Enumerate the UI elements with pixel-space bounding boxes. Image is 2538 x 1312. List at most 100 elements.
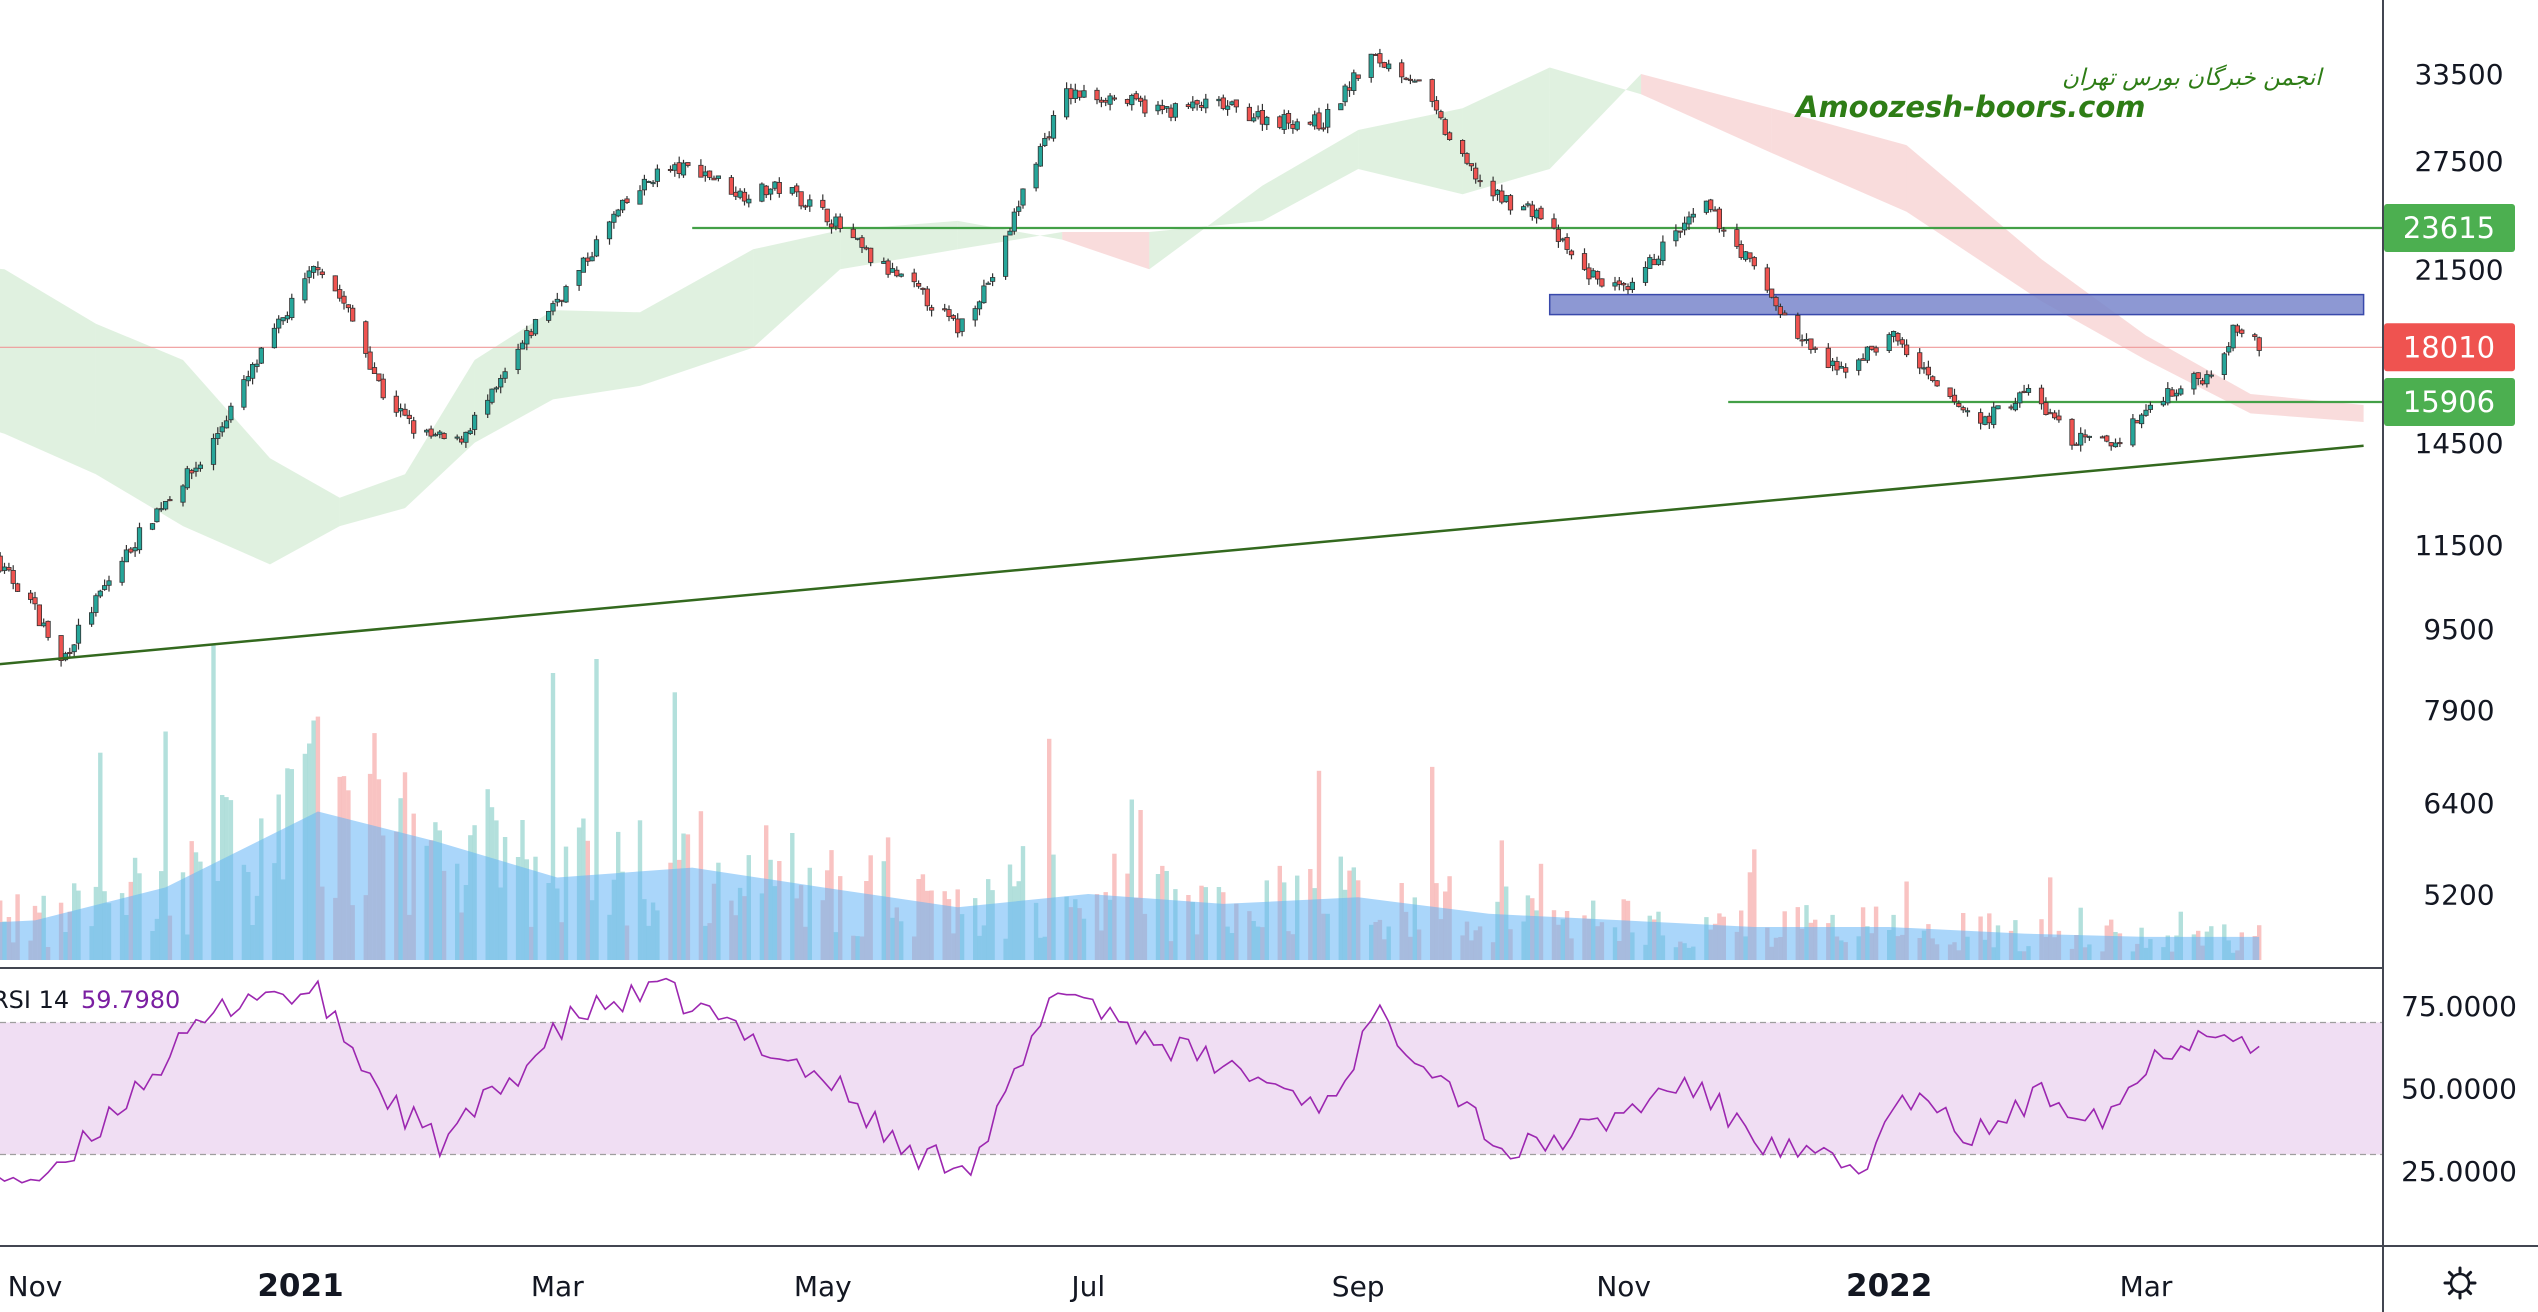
candle-body bbox=[1934, 380, 1940, 387]
candle-body bbox=[223, 420, 230, 429]
candle-body bbox=[515, 348, 521, 370]
candle-body bbox=[2204, 374, 2210, 385]
candle-body bbox=[1560, 238, 1566, 241]
candle-body bbox=[976, 301, 983, 310]
candle-body bbox=[1072, 89, 1078, 99]
candle-body bbox=[990, 277, 996, 282]
candle-body bbox=[1098, 99, 1104, 103]
rsi-band-fill bbox=[0, 1022, 2383, 1155]
candle-body bbox=[1860, 358, 1866, 361]
candle-body bbox=[1743, 251, 1749, 260]
candle-body bbox=[1734, 229, 1740, 247]
candle-body bbox=[1930, 376, 1936, 382]
candle-body bbox=[1429, 79, 1435, 102]
candle-body bbox=[1751, 257, 1757, 267]
cloud-segment bbox=[474, 310, 553, 443]
price-axis[interactable]: 33500 27500 21500 14500 11500 9500 7900 6400 520… bbox=[2414, 58, 2503, 911]
cloud-segment bbox=[1358, 108, 1463, 195]
candle-body bbox=[1316, 112, 1322, 130]
candle-body bbox=[210, 437, 217, 465]
candle-body bbox=[1621, 282, 1627, 286]
candle-body bbox=[1864, 346, 1870, 361]
candle-body bbox=[1194, 100, 1200, 105]
candle-body bbox=[1133, 93, 1139, 100]
candle-body bbox=[2073, 443, 2079, 446]
candle-body bbox=[1534, 209, 1540, 219]
settings-icon[interactable] bbox=[2443, 1266, 2477, 1300]
candle-body bbox=[1769, 288, 1775, 298]
volume-bar bbox=[2178, 911, 2183, 960]
time-axis[interactable]: Nov 2021 Mar May Jul Sep Nov 2022 Mar bbox=[8, 1268, 2173, 1304]
candle-body bbox=[2138, 414, 2145, 425]
candle-body bbox=[1216, 98, 1222, 102]
candle-body bbox=[1203, 98, 1209, 109]
time-tick-label: Jul bbox=[1069, 1270, 1105, 1303]
ascending-trendline[interactable] bbox=[0, 444, 2364, 668]
candle-body bbox=[711, 177, 717, 181]
candle-body bbox=[332, 275, 338, 292]
candle-body bbox=[1081, 90, 1087, 98]
candle-body bbox=[428, 428, 434, 437]
candle-body bbox=[2082, 434, 2088, 438]
volume-bar bbox=[550, 673, 556, 960]
candle-body bbox=[1525, 203, 1531, 206]
cloud-segment bbox=[1549, 67, 1642, 169]
candle-body bbox=[1529, 204, 1535, 217]
candle-body bbox=[1094, 89, 1100, 101]
candle-body bbox=[611, 213, 617, 223]
candle-body bbox=[2226, 346, 2232, 353]
candle-body bbox=[759, 183, 765, 202]
candle-body bbox=[1986, 415, 1992, 424]
candle-body bbox=[350, 307, 356, 322]
candle-body bbox=[1277, 116, 1283, 128]
volume-bar bbox=[2078, 907, 2083, 960]
candle-body bbox=[1403, 77, 1409, 80]
candle-body bbox=[1220, 97, 1226, 109]
candle-body bbox=[1886, 334, 1892, 352]
rsi-band bbox=[0, 1021, 2383, 1156]
candle-body bbox=[154, 508, 160, 523]
candle-body bbox=[106, 580, 112, 586]
candle-body bbox=[646, 180, 652, 183]
candle-body bbox=[1803, 338, 1810, 341]
candle-body bbox=[1259, 110, 1265, 125]
candle-body bbox=[676, 162, 682, 174]
candle-body bbox=[1285, 113, 1292, 124]
candle-body bbox=[180, 485, 186, 503]
candle-body bbox=[1198, 105, 1205, 108]
candle-body bbox=[197, 464, 203, 469]
resistance-zone-box[interactable] bbox=[1548, 293, 2365, 316]
candle-body bbox=[946, 309, 952, 318]
candle-body bbox=[1686, 216, 1692, 225]
cloud-segment bbox=[1262, 130, 1359, 221]
candle-body bbox=[411, 420, 417, 434]
candle-body bbox=[1625, 286, 1631, 291]
candle-body bbox=[624, 198, 630, 203]
candle-body bbox=[10, 570, 16, 584]
candle-body bbox=[1873, 347, 1879, 353]
candle-body bbox=[1869, 345, 1875, 350]
candle-body bbox=[1346, 87, 1353, 91]
candle-body bbox=[1838, 365, 1844, 369]
candle-body bbox=[1050, 115, 1057, 139]
candle-body bbox=[424, 429, 430, 433]
candle-body bbox=[1586, 267, 1592, 280]
candle-body bbox=[2191, 373, 2197, 390]
candle-body bbox=[1138, 97, 1144, 102]
rsi-axis[interactable]: 75.0000 50.0000 25.0000 bbox=[2401, 990, 2517, 1188]
cloud-segment bbox=[640, 249, 754, 386]
candle-body bbox=[71, 644, 77, 653]
candle-body bbox=[654, 168, 661, 182]
candle-body bbox=[289, 297, 295, 318]
candle-body bbox=[1773, 296, 1779, 307]
candle-body bbox=[27, 592, 34, 600]
candle-body bbox=[1168, 107, 1174, 118]
candle-body bbox=[2047, 412, 2053, 415]
candle-body bbox=[128, 548, 134, 553]
volume-bar bbox=[1752, 849, 1757, 960]
cloud-segment bbox=[1062, 232, 1150, 270]
candle-body bbox=[929, 307, 935, 311]
candle-body bbox=[1386, 63, 1392, 70]
horizontal-levels bbox=[0, 226, 2383, 404]
candle-body bbox=[1494, 189, 1501, 195]
